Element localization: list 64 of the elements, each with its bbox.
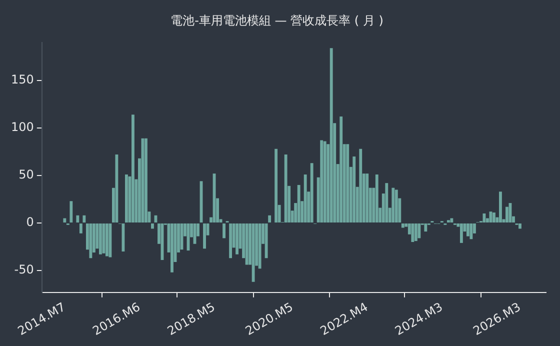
bar xyxy=(70,201,73,222)
bar xyxy=(122,223,125,252)
bar xyxy=(252,223,255,282)
bar xyxy=(229,223,232,258)
bar xyxy=(470,223,473,240)
bar xyxy=(424,223,428,232)
bar xyxy=(144,138,148,222)
bar xyxy=(63,218,66,222)
bar xyxy=(236,223,238,254)
bar xyxy=(320,140,324,222)
bar xyxy=(310,163,314,222)
bar xyxy=(264,223,268,258)
bar xyxy=(352,156,356,222)
bar xyxy=(506,206,508,222)
bar xyxy=(499,192,502,222)
y-tick-label: 0 xyxy=(26,215,34,230)
bar xyxy=(375,174,378,222)
y-tick-label: 100 xyxy=(11,120,34,134)
y-tick-label: 150 xyxy=(11,72,34,87)
bar xyxy=(297,184,300,222)
bar xyxy=(323,141,326,222)
bar xyxy=(304,174,307,222)
bar xyxy=(222,223,226,238)
bar xyxy=(366,174,369,222)
bar xyxy=(76,215,80,222)
bar xyxy=(359,148,362,222)
bar xyxy=(115,154,118,222)
bar xyxy=(108,223,112,258)
bar xyxy=(489,212,492,222)
bar xyxy=(518,223,522,229)
bar xyxy=(414,223,418,242)
bar xyxy=(385,183,388,222)
bar xyxy=(268,215,272,222)
bar xyxy=(105,223,108,256)
bar xyxy=(401,223,404,228)
bar xyxy=(450,218,454,222)
chart-title: 電池-車用電池模組 — 營收成長率 ( 月 ) xyxy=(170,13,384,28)
bar xyxy=(274,148,278,222)
bar xyxy=(98,223,102,254)
bar xyxy=(89,223,92,258)
y-tick-label: -50 xyxy=(14,262,34,277)
bar xyxy=(466,223,470,236)
bar xyxy=(346,144,350,222)
bar xyxy=(203,223,206,249)
bar xyxy=(392,188,395,222)
bar xyxy=(245,223,248,265)
bar xyxy=(258,223,262,269)
bar xyxy=(492,212,496,222)
bar xyxy=(151,223,154,229)
bar xyxy=(330,48,333,222)
bar xyxy=(284,154,288,222)
bar xyxy=(82,215,86,222)
bar xyxy=(132,114,134,222)
bar xyxy=(79,223,82,234)
bar xyxy=(411,223,414,242)
bar xyxy=(102,223,106,254)
bar xyxy=(170,223,174,272)
bar xyxy=(482,213,486,222)
bar xyxy=(460,223,463,243)
y-tick-label: 50 xyxy=(18,168,34,182)
bar xyxy=(125,174,128,222)
bar xyxy=(340,116,343,222)
bar xyxy=(394,190,398,222)
bar xyxy=(418,223,421,238)
